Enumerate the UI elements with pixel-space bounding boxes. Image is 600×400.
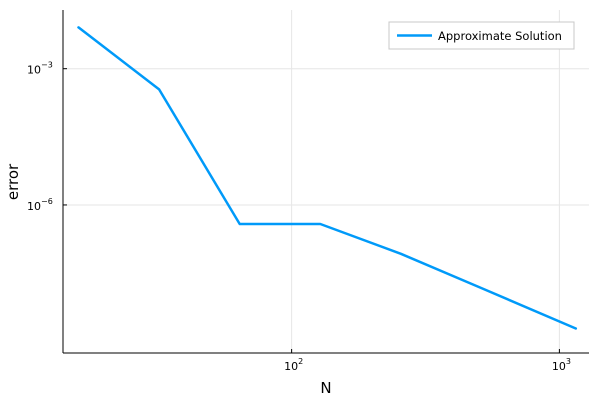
grid — [63, 10, 589, 353]
legend-label: Approximate Solution — [438, 29, 562, 43]
y-axis-label: error — [4, 163, 22, 200]
series-lines — [77, 26, 578, 330]
y-ticks: 10−6 10−3 — [27, 61, 67, 213]
plot-frame — [62, 10, 589, 354]
y-tick-label: 10−6 — [27, 197, 53, 213]
x-axis-label: N — [320, 379, 331, 397]
y-tick-label: 10−3 — [27, 61, 53, 77]
x-tick-label: 102 — [284, 357, 303, 373]
x-tick-label: 103 — [552, 357, 571, 373]
x-ticks: 102 103 — [284, 349, 571, 373]
legend: Approximate Solution — [388, 21, 575, 50]
series-line-0 — [77, 26, 578, 330]
